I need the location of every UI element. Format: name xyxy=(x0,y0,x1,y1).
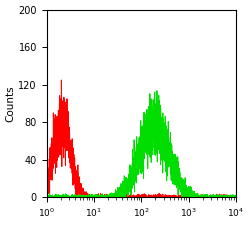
Y-axis label: Counts: Counts xyxy=(6,85,16,122)
